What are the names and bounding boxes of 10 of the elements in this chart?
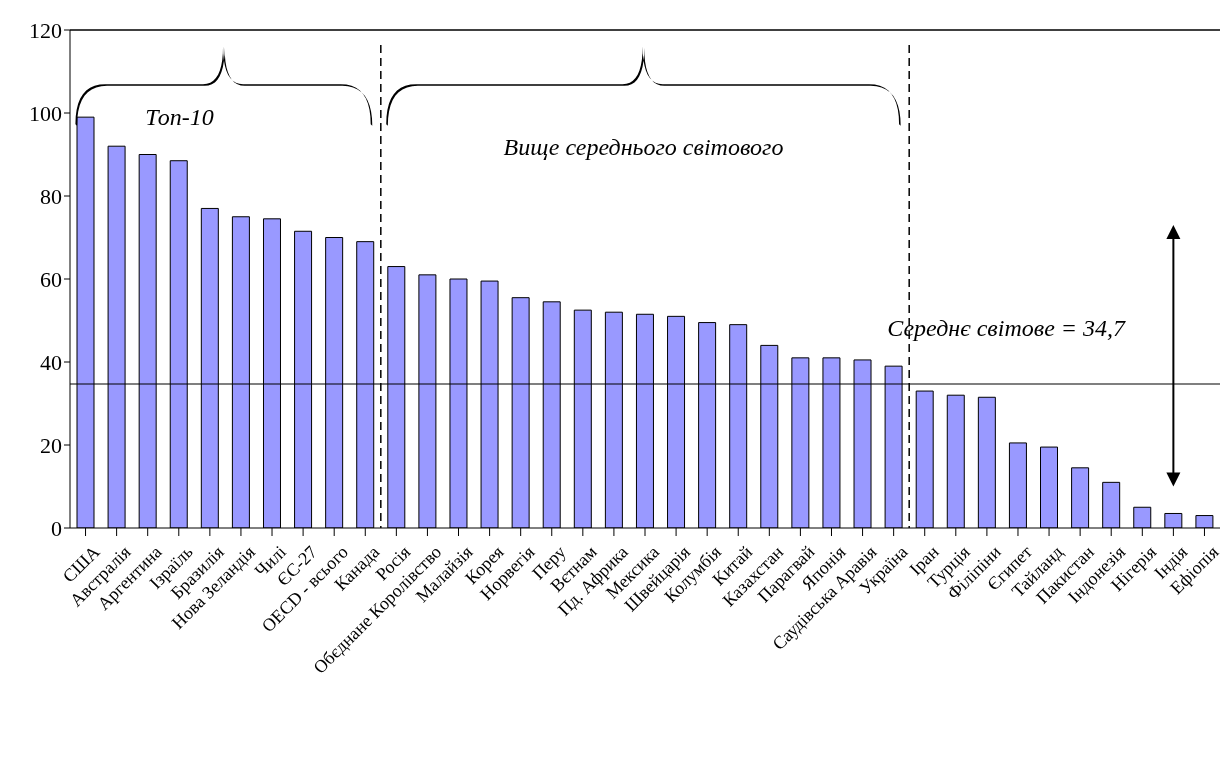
- y-tick-label: 20: [40, 432, 62, 458]
- y-tick-label: 40: [40, 349, 62, 375]
- annotation: Топ-10: [145, 104, 214, 130]
- annotation: Вище середнього світового: [503, 134, 784, 160]
- y-tick-label: 120: [29, 17, 62, 43]
- y-tick-label: 0: [51, 515, 62, 541]
- ref-line-label: Середнє світове = 34,7: [887, 315, 1126, 342]
- y-tick-label: 80: [40, 183, 62, 209]
- y-tick-label: 100: [29, 100, 62, 126]
- y-tick-label: 60: [40, 266, 62, 292]
